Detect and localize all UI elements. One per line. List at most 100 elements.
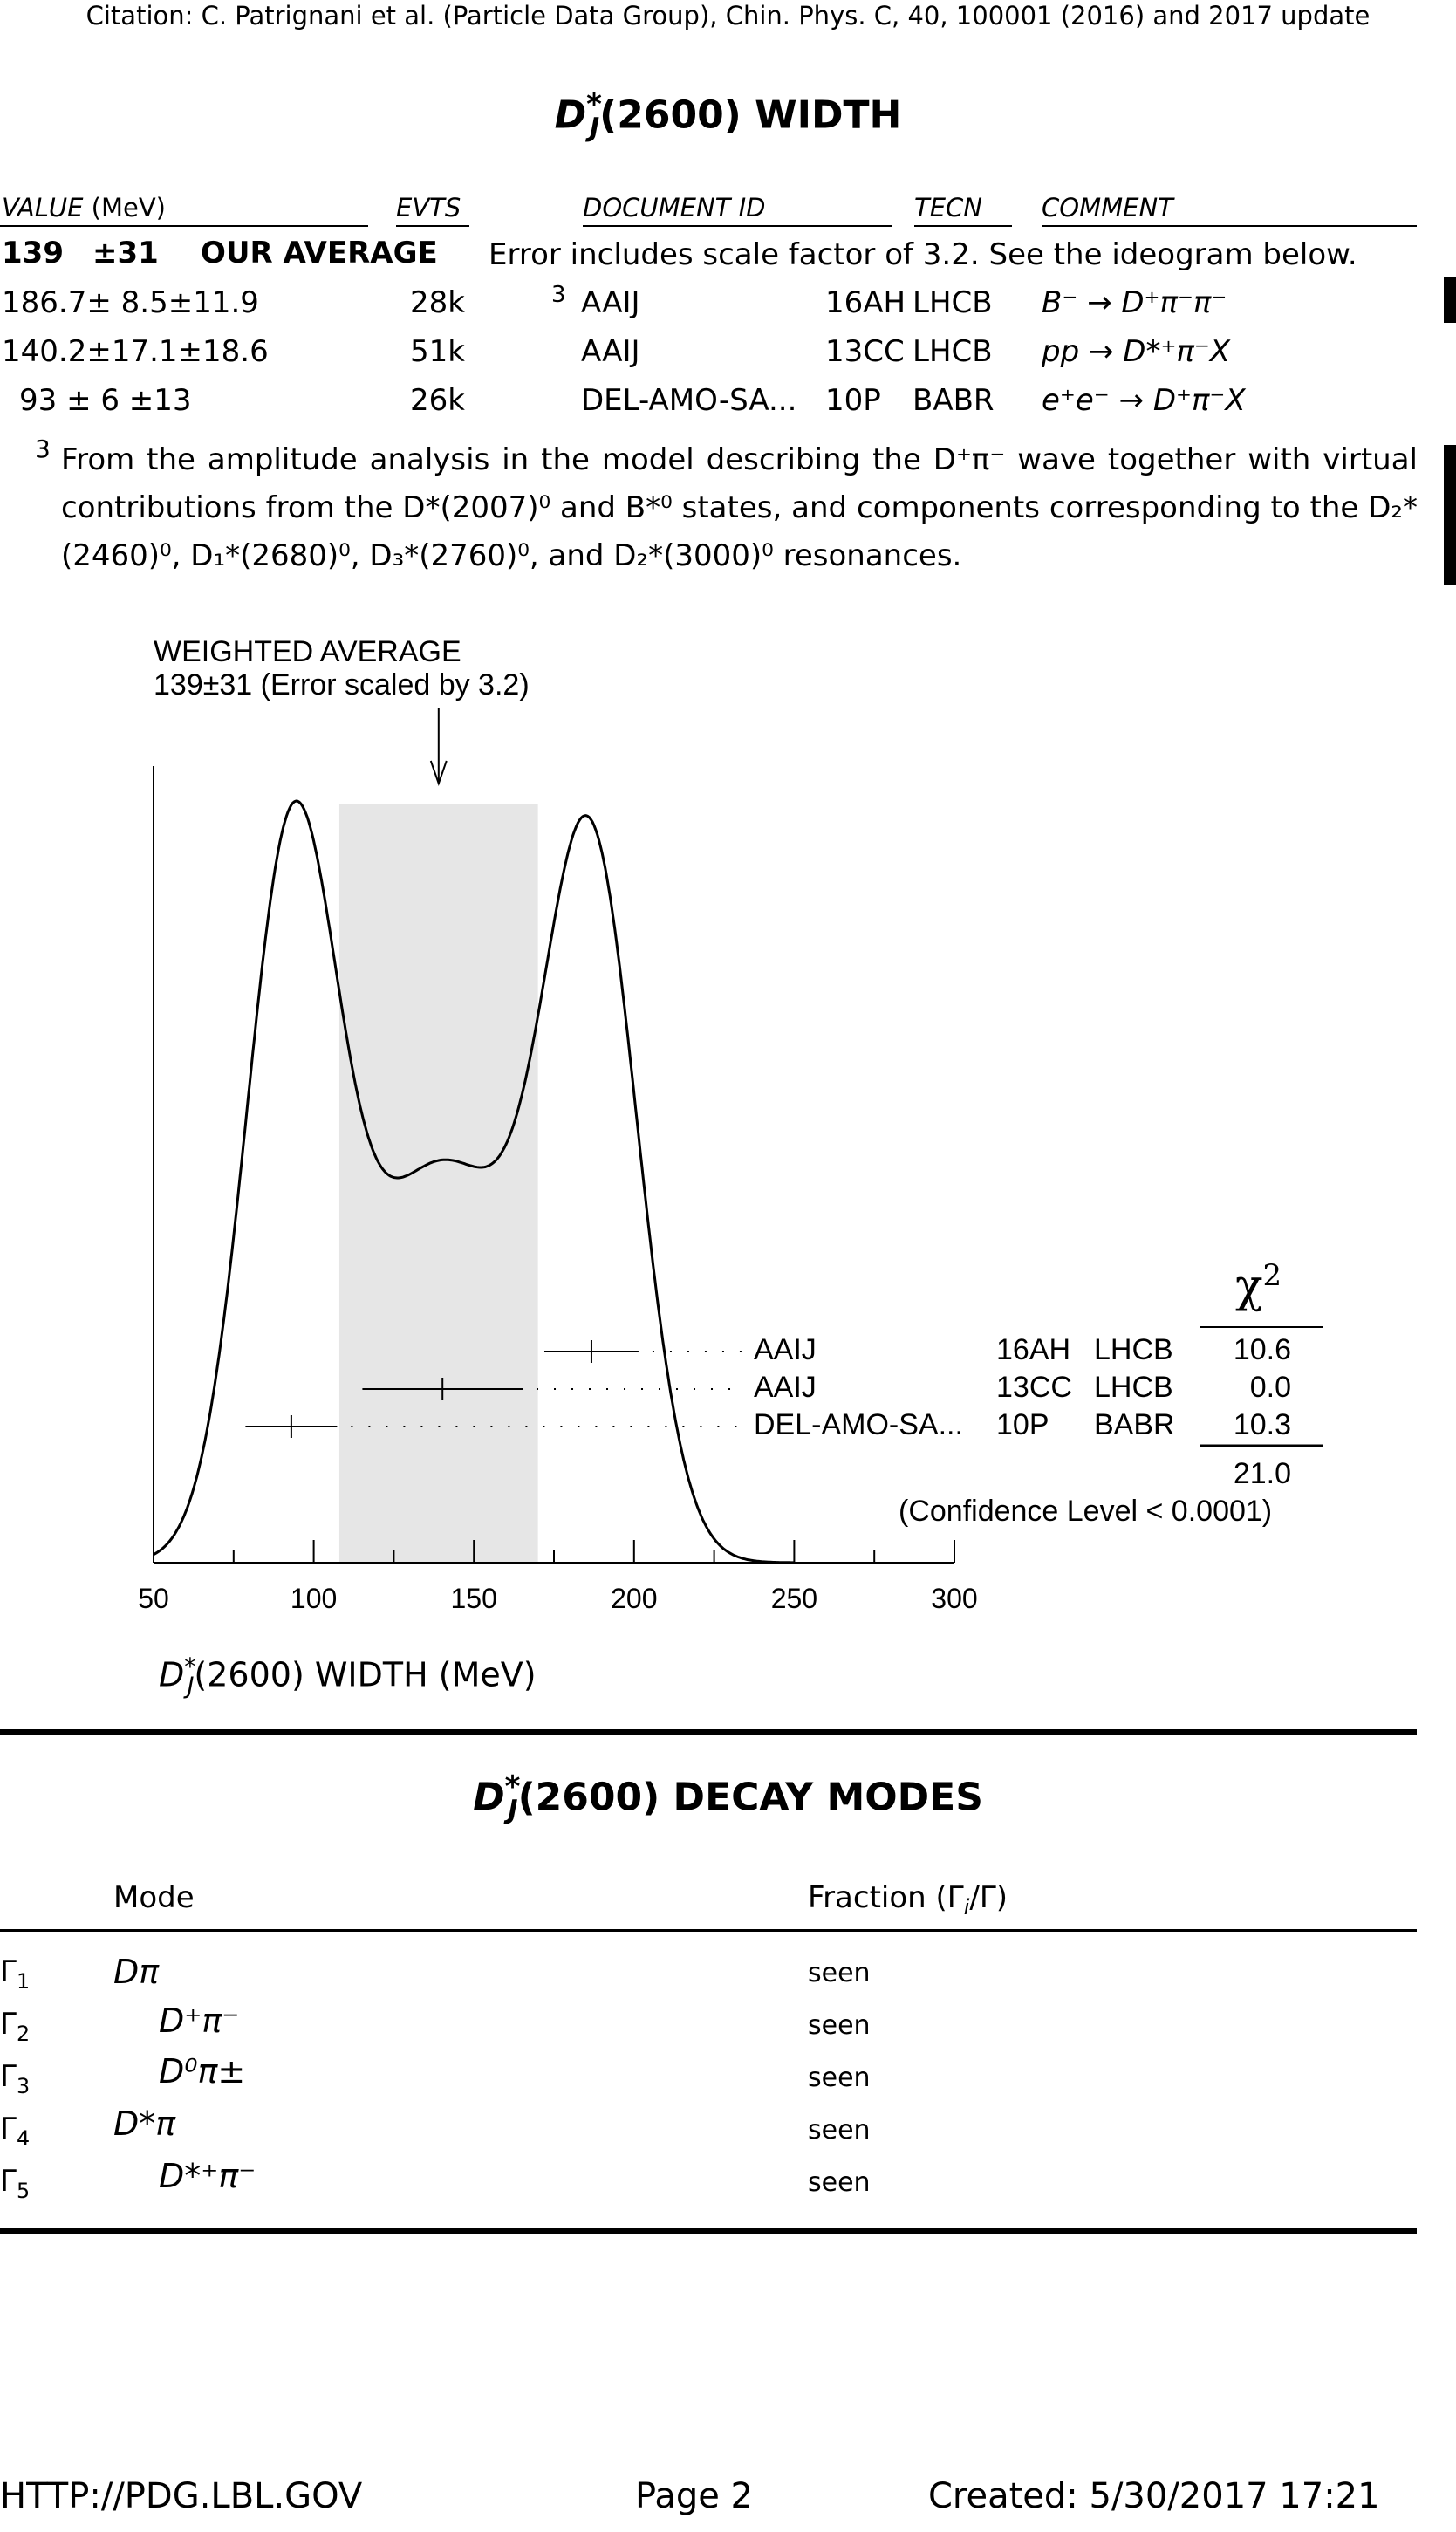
row-2-doc: AAIJ — [581, 334, 640, 369]
decay-title-rest: (2600) DECAY MODES — [517, 1775, 983, 1820]
meas-1-label: AAIJ — [754, 1333, 817, 1366]
decay-row-4-mode: D*π — [113, 2104, 176, 2143]
decay-row-4-gamma: Γ4 — [0, 2111, 31, 2151]
decay-col-fraction: Fraction (Γi/Γ) — [808, 1880, 1008, 1920]
width-title: D*J(2600) WIDTH — [0, 87, 1456, 143]
x-tick-label: 50 — [138, 1583, 169, 1614]
decay-header-rule — [0, 1929, 1417, 1932]
decay-title-sub: J — [508, 1795, 518, 1826]
row-1-year: 16AH — [825, 285, 906, 320]
average-comment: Error includes scale factor of 3.2. See … — [489, 237, 1357, 272]
measurements — [245, 1340, 742, 1438]
header-document-id: DOCUMENT ID — [583, 193, 766, 222]
meas-1-chi2: 10.6 — [1233, 1333, 1291, 1366]
decay-row-1-gamma: Γ1 — [0, 1954, 31, 1994]
change-bar-2 — [1444, 445, 1456, 585]
decay-col-mode: Mode — [113, 1880, 195, 1915]
x-ticks — [153, 1540, 955, 1563]
x-tick-labels: 50 100 150 200 250 300 — [138, 1583, 977, 1614]
meas-2-tecn: LHCB — [1094, 1371, 1173, 1404]
row-2-year: 13CC — [825, 334, 905, 369]
row-1-evts: 28k — [410, 285, 465, 320]
footnote-text: From the amplitude analysis in the model… — [61, 442, 1418, 573]
meas-2-chi2: 0.0 — [1249, 1371, 1291, 1404]
width-title-sub: J — [589, 113, 600, 144]
x-tick-label: 150 — [451, 1583, 497, 1614]
row-2-comment: pp → D*⁺π⁻X — [1042, 334, 1231, 369]
decay-title-main: D — [473, 1775, 505, 1820]
header-tecn: TECN — [914, 193, 982, 222]
footer-page: Page 2 — [635, 2476, 753, 2516]
row-1-footnote-marker: 3 — [551, 282, 566, 308]
meas-1-tecn: LHCB — [1094, 1333, 1173, 1366]
row-3-year: 10P — [825, 383, 881, 418]
meas-1-ref: 16AH — [996, 1333, 1071, 1366]
header-value: VALUE (MeV) — [2, 193, 166, 222]
meas-3-tecn: BABR — [1094, 1408, 1175, 1441]
header-rule-3 — [583, 225, 892, 227]
meas-3-ref: 10P — [996, 1408, 1049, 1441]
footnote-marker: 3 — [35, 435, 51, 463]
decay-row-2-gamma: Γ2 — [0, 2007, 31, 2046]
row-3-evts: 26k — [410, 383, 465, 418]
meas-2-ref: 13CC — [996, 1371, 1072, 1404]
row-3-doc: DEL-AMO-SA... — [581, 383, 797, 418]
decay-row-3-gamma: Γ3 — [0, 2059, 31, 2098]
header-evts: EVTS — [396, 193, 461, 222]
header-rule-2 — [396, 225, 469, 227]
decay-bottom-rule — [0, 2228, 1417, 2234]
row-3-value: 93 ± 6 ±13 — [19, 383, 192, 418]
width-title-main: D — [554, 92, 587, 138]
footer-created: Created: 5/30/2017 17:21 — [928, 2476, 1380, 2516]
meas-2-label: AAIJ — [754, 1371, 817, 1404]
confidence-level: (Confidence Level < 0.0001) — [899, 1495, 1273, 1528]
footer-url[interactable]: HTTP://PDG.LBL.GOV — [0, 2476, 363, 2516]
row-2-tecn: LHCB — [913, 334, 993, 369]
meas-3-chi2: 10.3 — [1233, 1408, 1291, 1441]
section-separator — [0, 1729, 1417, 1735]
change-bar-1 — [1444, 277, 1456, 323]
row-1-doc: AAIJ — [581, 285, 640, 320]
average-arrow-head — [429, 760, 448, 787]
width-title-rest: (2600) WIDTH — [599, 92, 902, 138]
meas-3-label: DEL-AMO-SA... — [754, 1408, 963, 1441]
decay-row-3-mode: D⁰π± — [159, 2052, 246, 2091]
row-2-value: 140.2±17.1±18.6 — [2, 334, 269, 369]
row-1-tecn: LHCB — [913, 285, 993, 320]
row-1-comment: B⁻ → D⁺π⁻π⁻ — [1042, 285, 1227, 320]
decay-row-5-fraction: seen — [808, 2167, 871, 2198]
decay-title-star: * — [504, 1769, 521, 1804]
x-axis-label: D*J(2600) WIDTH (MeV) — [159, 1653, 537, 1701]
decay-row-1-fraction: seen — [808, 1958, 871, 1988]
row-2-evts: 51k — [410, 334, 465, 369]
average-label: OUR AVERAGE — [201, 236, 438, 270]
row-3-comment: e⁺e⁻ → D⁺π⁻X — [1042, 383, 1246, 418]
header-comment: COMMENT — [1042, 193, 1173, 222]
x-tick-label: 100 — [291, 1583, 337, 1614]
x-tick-label: 300 — [931, 1583, 977, 1614]
decay-title: D*J(2600) DECAY MODES — [0, 1769, 1456, 1825]
row-3-tecn: BABR — [913, 383, 995, 418]
average-value: 139 — [2, 236, 64, 270]
row-1-value: 186.7± 8.5±11.9 — [2, 285, 259, 320]
decay-row-5-mode: D*⁺π⁻ — [159, 2157, 256, 2195]
header-rule-5 — [1042, 225, 1417, 227]
weighted-average-label: WEIGHTED AVERAGE — [154, 635, 461, 668]
x-tick-label: 200 — [611, 1583, 657, 1614]
decay-row-5-gamma: Γ5 — [0, 2164, 31, 2203]
chi2-total: 21.0 — [1233, 1457, 1291, 1490]
decay-row-1-mode: Dπ — [113, 1953, 160, 1991]
decay-row-4-fraction: seen — [808, 2115, 871, 2145]
ideogram-curve — [153, 799, 795, 1564]
header-rule-1 — [0, 225, 368, 227]
ideogram-chart: 50 100 150 200 250 300 — [138, 708, 1323, 1614]
average-error: ±31 — [92, 236, 159, 270]
weighted-average-value: 139±31 (Error scaled by 3.2) — [154, 668, 530, 701]
decay-row-2-mode: D⁺π⁻ — [159, 2002, 240, 2040]
chi2-header: χ2 — [1235, 1258, 1282, 1313]
citation: Citation: C. Patrignani et al. (Particle… — [85, 1, 1371, 31]
x-tick-label: 250 — [771, 1583, 817, 1614]
width-title-star: * — [586, 87, 602, 122]
decay-row-3-fraction: seen — [808, 2063, 871, 2093]
decay-row-2-fraction: seen — [808, 2010, 871, 2041]
